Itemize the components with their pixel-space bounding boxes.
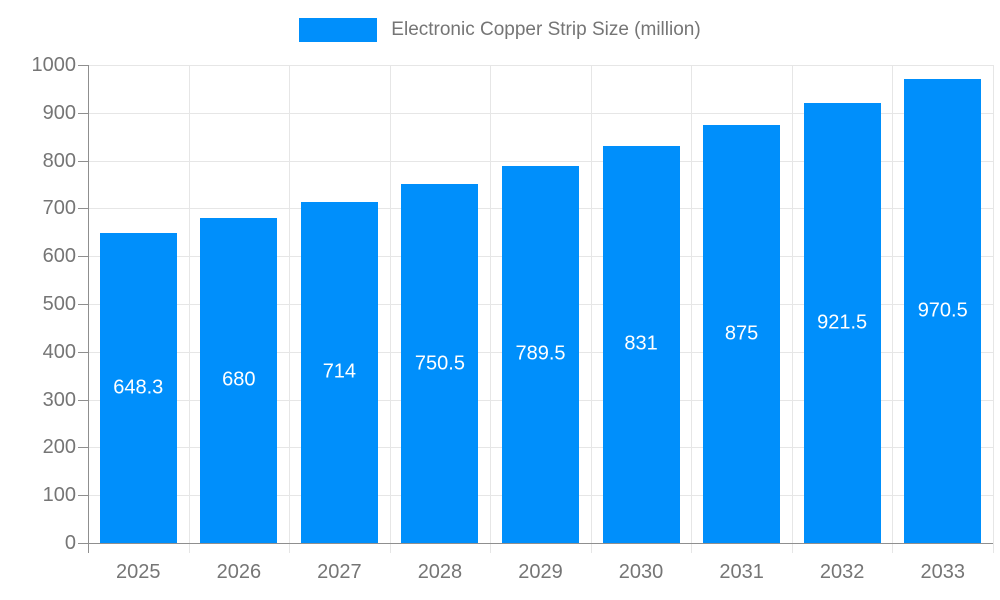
legend-swatch	[299, 18, 378, 42]
bar-value-label: 680	[222, 368, 256, 391]
bar-value-label: 750.5	[414, 352, 465, 375]
y-axis-tick	[78, 160, 88, 162]
x-axis-tick-label: 2030	[618, 561, 664, 583]
y-axis-tick	[78, 112, 88, 114]
y-axis-tick	[78, 208, 88, 210]
bar-value-label: 921.5	[817, 311, 868, 334]
y-axis-tick-label: 400	[42, 340, 76, 363]
bar-2025: 648.3	[99, 233, 177, 543]
y-axis-tick-label: 700	[42, 197, 76, 220]
v-gridline	[590, 65, 592, 553]
chart-legend: Electronic Copper Strip Size (million)	[0, 16, 1000, 44]
y-axis-line	[88, 65, 89, 553]
x-axis-line	[78, 543, 993, 544]
bar-value-label: 714	[322, 360, 357, 383]
y-axis-tick-label: 200	[42, 436, 76, 459]
bar-2027: 714	[300, 201, 378, 543]
v-gridline	[892, 65, 894, 553]
legend-label: Electronic Copper Strip Size (million)	[391, 19, 701, 40]
y-axis-tick-label: 100	[42, 484, 76, 507]
v-gridline	[289, 65, 291, 553]
y-axis-tick-label: 900	[42, 101, 76, 124]
bar-value-label: 789.5	[515, 342, 566, 365]
y-axis-tick	[78, 447, 88, 449]
bar-2029: 789.5	[502, 165, 579, 543]
bar-value-label: 648.3	[113, 376, 164, 399]
bar-value-label: 970.5	[917, 299, 968, 322]
v-gridline	[490, 65, 492, 553]
y-axis-tick	[78, 351, 88, 353]
y-axis-tick-label: 300	[42, 388, 76, 411]
v-gridline	[188, 65, 190, 553]
y-axis-tick	[78, 495, 88, 497]
x-axis-tick-label: 2029	[518, 561, 563, 583]
y-axis-tick-label: 0	[64, 532, 76, 554]
bar-2030: 831	[602, 145, 680, 543]
bar-2028: 750.5	[401, 184, 479, 543]
y-axis-tick	[78, 256, 88, 258]
x-axis-tick-label: 2031	[719, 561, 764, 583]
y-axis-tick	[78, 399, 88, 401]
y-axis-tick	[78, 65, 88, 66]
y-axis-tick-label: 800	[42, 149, 76, 172]
bar-value-label: 875	[724, 322, 759, 345]
y-axis-tick	[78, 304, 88, 305]
v-gridline	[389, 65, 391, 553]
x-axis-tick-label: 2025	[116, 561, 161, 583]
x-axis-tick-label: 2027	[317, 561, 362, 583]
v-gridline	[791, 65, 793, 553]
x-axis-tick-label: 2033	[920, 561, 965, 583]
x-axis-tick-label: 2028	[417, 561, 463, 583]
x-axis-tick-label: 2026	[216, 561, 262, 583]
bar-2032: 921.5	[803, 102, 881, 543]
bar-value-label: 831	[624, 332, 658, 355]
y-axis-tick-label: 600	[42, 245, 76, 268]
bar-2026: 680	[200, 217, 278, 543]
v-gridline	[691, 65, 693, 553]
bar-2031: 875	[703, 124, 781, 543]
x-axis-tick-label: 2032	[819, 561, 865, 583]
bar-2033: 970.5	[904, 79, 982, 543]
v-gridline	[993, 65, 994, 553]
h-gridline	[88, 160, 993, 162]
h-gridline	[88, 112, 993, 114]
y-axis-tick-label: 1000	[31, 54, 77, 76]
h-gridline	[88, 65, 993, 66]
y-axis-tick-label: 500	[42, 293, 76, 315]
